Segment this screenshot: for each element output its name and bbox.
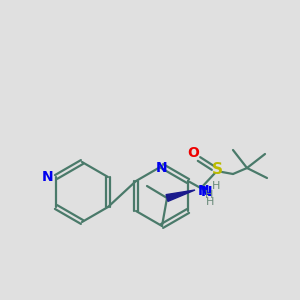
Text: N: N [198, 184, 210, 198]
Text: S: S [212, 163, 223, 178]
Text: H: H [206, 197, 214, 207]
Text: N: N [201, 185, 213, 199]
Text: N: N [156, 161, 168, 175]
Text: O: O [187, 146, 199, 160]
Text: H: H [205, 190, 213, 200]
Text: H: H [212, 181, 220, 191]
Polygon shape [166, 190, 195, 201]
Text: N: N [41, 170, 53, 184]
